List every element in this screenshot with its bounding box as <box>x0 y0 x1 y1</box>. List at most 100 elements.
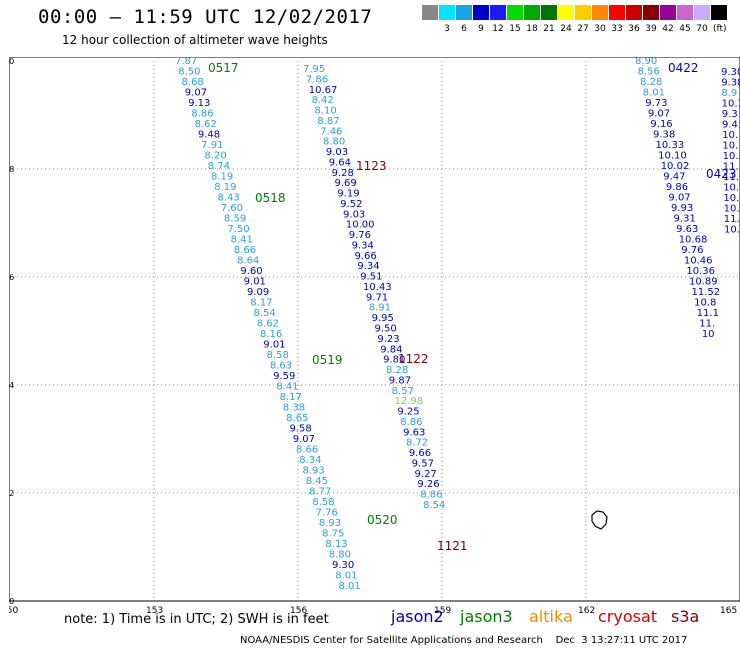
color-scale-label: 12 <box>492 24 504 34</box>
longitude-label: 153 <box>146 606 163 616</box>
credit-line: NOAA/NESDIS Center for Satellite Applica… <box>240 635 688 646</box>
wave-height-value: 10.3 <box>723 151 740 162</box>
color-scale-label: 33 <box>611 24 623 34</box>
wave-height-value: 11. <box>723 162 739 173</box>
wave-height-value: 9.64 <box>329 157 351 168</box>
wave-height-value: 9.3 <box>722 109 738 120</box>
wave-height-value: 8.64 <box>237 256 259 267</box>
color-scale-label: 9 <box>478 24 484 34</box>
longitude-label: 162 <box>578 606 595 616</box>
wave-height-value: 8.20 <box>204 151 226 162</box>
longitude-label: 150 <box>9 606 18 616</box>
wave-height-value: 8.17 <box>250 298 272 309</box>
wave-height-value: 8.80 <box>323 137 345 148</box>
color-swatch <box>660 5 676 20</box>
pass-time-label: 1121 <box>437 539 468 553</box>
wave-height-value: 10. <box>722 141 738 152</box>
wave-height-value: 11. <box>724 214 740 225</box>
color-scale-label: 18 <box>526 24 538 34</box>
color-swatch <box>422 5 438 20</box>
wave-height-value: 9.59 <box>273 371 295 382</box>
wave-height-value: 10. <box>723 183 739 194</box>
color-swatch <box>609 5 625 20</box>
wave-height-value: 8.68 <box>182 77 204 88</box>
wave-height-value: 7.87 <box>175 57 197 67</box>
color-scale-label: 6 <box>461 24 467 34</box>
wave-height-value: 10.89 <box>689 277 718 288</box>
wave-height-value: 9.28 <box>332 168 354 179</box>
island-outline <box>591 510 608 530</box>
pass-time-label: 0519 <box>312 353 343 367</box>
wave-height-value: 8.77 <box>309 487 331 498</box>
wave-height-value: 8.54 <box>253 308 275 319</box>
wave-height-value: 11.52 <box>692 287 721 298</box>
wave-height-value: 8.87 <box>317 116 339 127</box>
wave-height-value: 9.69 <box>334 178 356 189</box>
color-swatch <box>643 5 659 20</box>
color-swatch <box>456 5 472 20</box>
wave-height-value: 8.86 <box>400 417 422 428</box>
wave-height-value: 9.30 <box>721 67 740 78</box>
wave-height-value: 9.93 <box>671 203 693 214</box>
wave-height-value: 8.13 <box>325 539 347 550</box>
color-scale-label: 27 <box>577 24 589 34</box>
wave-height-value: 9.27 <box>415 469 437 480</box>
wave-height-value: 9.16 <box>650 119 672 130</box>
pass-time-label: 1122 <box>398 352 429 366</box>
wave-height-value: 9.30 <box>332 560 354 571</box>
wave-height-value: 9.58 <box>289 424 311 435</box>
wave-height-value: 9.47 <box>663 172 685 183</box>
wave-height-value: 10.00 <box>346 220 375 231</box>
wave-height-value: 8.38 <box>283 403 305 414</box>
pass-time-label: 0518 <box>255 191 286 205</box>
wave-height-value: 9.73 <box>645 98 667 109</box>
wave-height-value: 8.43 <box>218 193 240 204</box>
latitude-label: 18 <box>9 165 14 174</box>
wave-height-value: 8.86 <box>191 109 213 120</box>
lat-lon-grid <box>9 57 740 601</box>
wave-height-value: 8.28 <box>386 365 408 376</box>
wave-height-value: 7.76 <box>316 508 338 519</box>
wave-height-value: 8.57 <box>392 386 414 397</box>
wave-height-value: 9.76 <box>349 230 371 241</box>
pass-time-label: 0517 <box>208 61 239 75</box>
color-swatch <box>524 5 540 20</box>
wave-height-value: 9.07 <box>293 434 315 445</box>
wave-height-value: 8.65 <box>286 413 308 424</box>
wave-height-value: 9.25 <box>397 407 419 418</box>
wave-height-value: 9.03 <box>343 209 365 220</box>
wave-height-value: 9.01 <box>244 277 266 288</box>
color-swatch <box>592 5 608 20</box>
wave-height-value: 10.02 <box>661 161 690 172</box>
wave-height-value: 10.33 <box>656 140 685 151</box>
wave-height-value: 10.43 <box>363 282 392 293</box>
wave-height-value: 9.31 <box>674 214 696 225</box>
wave-height-value: 8.66 <box>234 245 256 256</box>
wave-height-value: 9.23 <box>377 334 399 345</box>
footnote: note: 1) Time is in UTC; 2) SWH is in fe… <box>64 612 329 627</box>
satellite-legend-item: jason3 <box>460 607 513 626</box>
page-subtitle: 12 hour collection of altimeter wave hei… <box>62 33 328 47</box>
wave-height-value: 9.07 <box>668 193 690 204</box>
pass-time-label: 0520 <box>367 513 398 527</box>
wave-height-value: 10.67 <box>309 85 338 96</box>
satellite-legend-item: cryosat <box>598 607 658 626</box>
wave-height-value: 9.66 <box>409 448 431 459</box>
wave-height-value: 8.34 <box>299 455 321 466</box>
color-swatch <box>575 5 591 20</box>
axis-labels: 150 153 156 159 162 165 10 12 14 16 18 20 <box>9 57 737 616</box>
wave-height-value: 10.10 <box>658 151 687 162</box>
color-swatch <box>507 5 523 20</box>
wave-height-value: 7.50 <box>227 224 249 235</box>
color-swatch <box>558 5 574 20</box>
wave-height-value: 8.58 <box>267 350 289 361</box>
color-scale-label: 45 <box>679 24 691 34</box>
wave-height-value: 9.86 <box>666 182 688 193</box>
wave-height-value: 9.63 <box>676 224 698 235</box>
color-swatch <box>626 5 642 20</box>
color-scale-label: 21 <box>543 24 555 34</box>
color-scale-label: 15 <box>509 24 521 34</box>
satellite-legend-item: s3a <box>671 607 700 626</box>
wave-height-value: 7.60 <box>221 203 243 214</box>
wave-height-value: 8.10 <box>314 106 336 117</box>
